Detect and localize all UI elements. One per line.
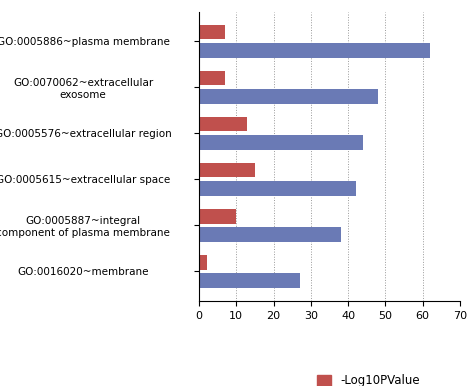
Bar bbox=[199, 117, 247, 132]
Bar bbox=[199, 163, 255, 178]
Bar bbox=[199, 135, 363, 150]
Bar bbox=[199, 43, 430, 58]
Bar bbox=[199, 227, 341, 242]
Bar bbox=[199, 181, 356, 196]
Bar bbox=[199, 273, 300, 288]
Bar bbox=[199, 209, 237, 223]
Bar bbox=[199, 25, 225, 39]
Bar bbox=[199, 89, 378, 104]
Bar bbox=[199, 255, 207, 269]
Bar bbox=[199, 71, 225, 85]
Legend: -Log10PValue, Count: -Log10PValue, Count bbox=[317, 374, 420, 386]
